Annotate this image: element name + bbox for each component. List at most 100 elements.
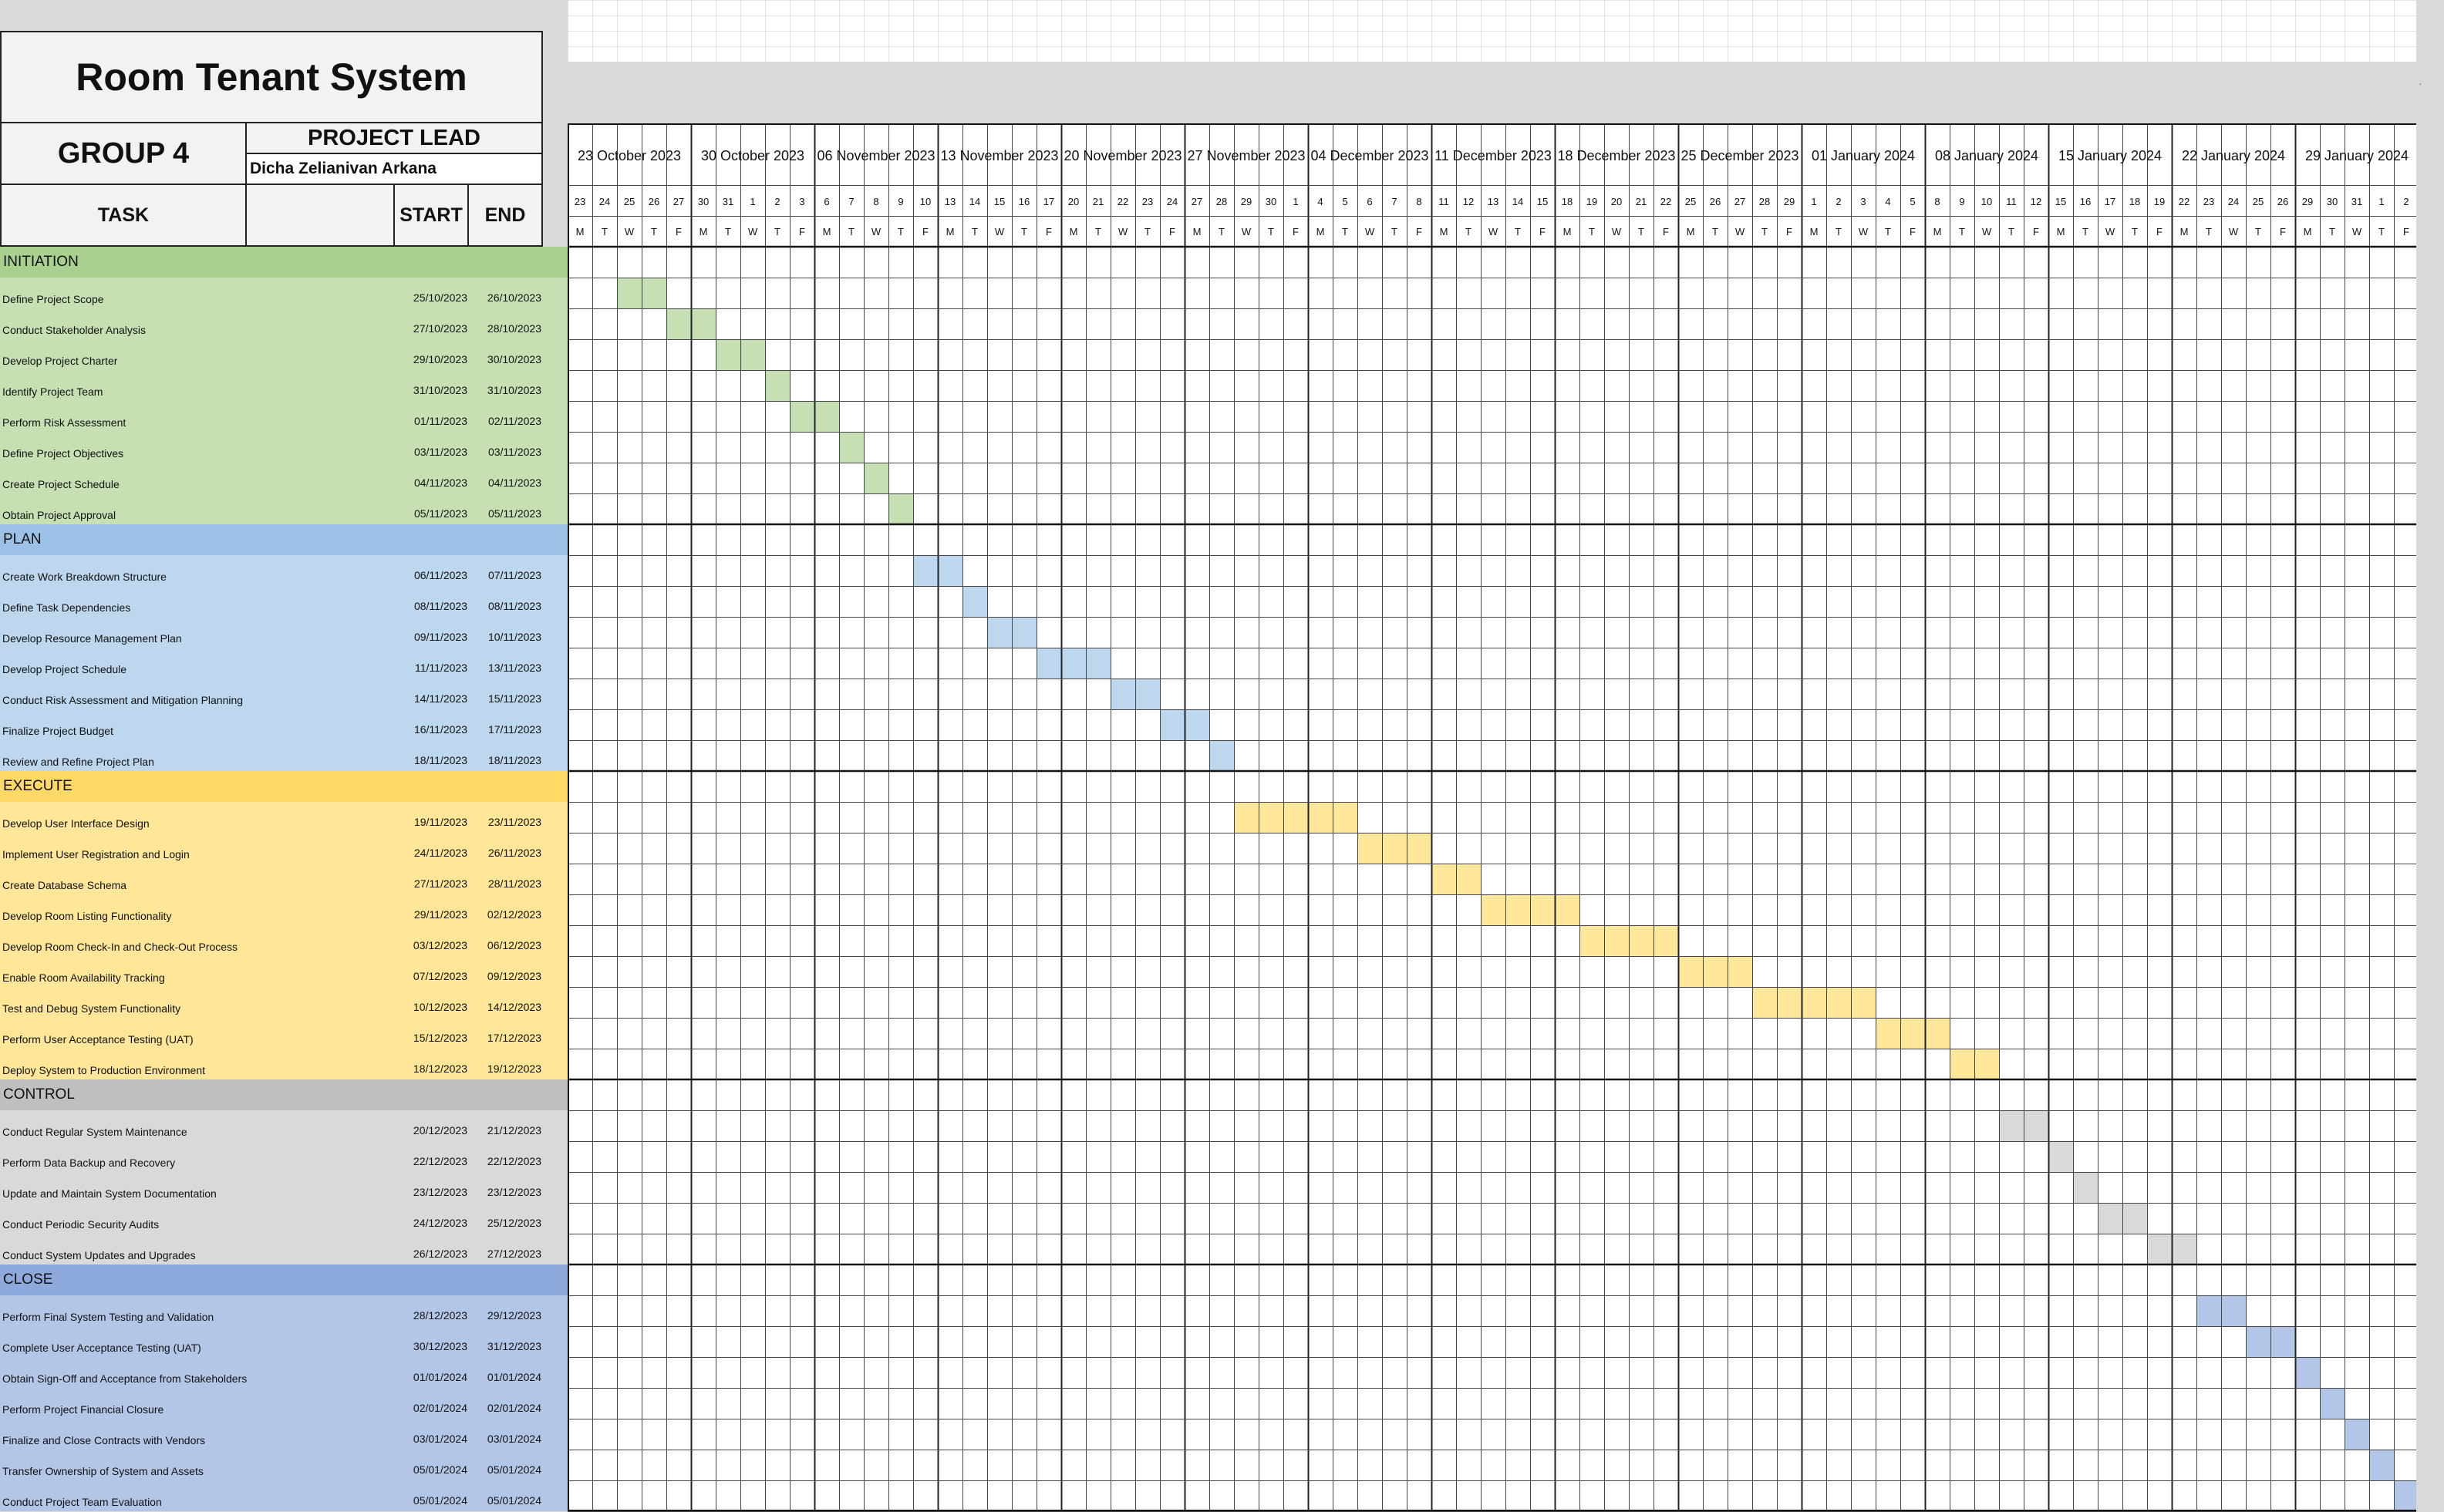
gantt-bar[interactable] — [962, 586, 987, 617]
task-start-date[interactable]: 29/11/2023 — [413, 908, 467, 921]
task-name[interactable]: Implement User Registration and Login — [2, 848, 190, 860]
task-name[interactable]: Develop Project Charter — [2, 355, 118, 367]
task-name[interactable]: Identify Project Team — [2, 386, 103, 398]
task-row[interactable]: Conduct Stakeholder Analysis 27/10/2023 28… — [0, 308, 568, 339]
task-end-date[interactable]: 28/10/2023 — [487, 322, 541, 335]
task-end-date[interactable]: 03/11/2023 — [487, 446, 541, 458]
gantt-bar[interactable] — [1037, 648, 1111, 679]
gantt-grid[interactable]: 23 October 2023 30 October 2023 06 Novembe… — [568, 123, 2416, 1512]
empty-cell-grid[interactable] — [568, 0, 2416, 62]
phase-header-control[interactable]: CONTROL — [0, 1079, 568, 1110]
task-row[interactable]: Perform Final System Testing and Validat… — [0, 1295, 568, 1326]
task-name[interactable]: Conduct Risk Assessment and Mitigation P… — [2, 694, 244, 706]
task-row[interactable]: Define Project Objectives 03/11/2023 03/11… — [0, 432, 568, 463]
task-start-date[interactable]: 27/11/2023 — [413, 877, 467, 890]
task-name[interactable]: Perform User Acceptance Testing (UAT) — [2, 1033, 194, 1046]
phase-header-close[interactable]: CLOSE — [0, 1264, 568, 1295]
task-start-date[interactable]: 28/12/2023 — [413, 1309, 467, 1322]
task-end-date[interactable]: 05/11/2023 — [487, 507, 541, 520]
task-row[interactable]: Conduct Periodic Security Audits 24/12/20… — [0, 1203, 568, 1234]
task-start-date[interactable]: 04/11/2023 — [413, 476, 467, 489]
task-name[interactable]: Conduct Regular System Maintenance — [2, 1126, 187, 1138]
task-end-date[interactable]: 05/01/2024 — [487, 1463, 541, 1476]
task-end-date[interactable]: 18/11/2023 — [487, 754, 541, 766]
task-name[interactable]: Conduct Stakeholder Analysis — [2, 324, 146, 336]
task-start-date[interactable]: 24/11/2023 — [413, 847, 467, 859]
task-name[interactable]: Deploy System to Production Environment — [2, 1064, 206, 1076]
task-end-date[interactable]: 04/11/2023 — [487, 476, 541, 489]
task-row[interactable]: Perform Project Financial Closure 02/01/2… — [0, 1388, 568, 1419]
gantt-bar[interactable] — [864, 463, 888, 493]
task-end-date[interactable]: 10/11/2023 — [487, 631, 541, 643]
task-end-date[interactable]: 09/12/2023 — [487, 970, 541, 982]
task-row[interactable]: Define Project Scope 25/10/2023 26/10/2023 — [0, 278, 568, 308]
task-start-date[interactable]: 18/11/2023 — [413, 754, 467, 766]
task-start-date[interactable]: 03/01/2024 — [413, 1433, 467, 1445]
task-end-date[interactable]: 07/11/2023 — [487, 569, 541, 581]
task-name[interactable]: Conduct Periodic Security Audits — [2, 1218, 160, 1231]
task-start-date[interactable]: 30/12/2023 — [413, 1340, 467, 1352]
task-row[interactable]: Complete User Acceptance Testing (UAT) 30… — [0, 1326, 568, 1357]
gantt-bar[interactable] — [2048, 1141, 2073, 1172]
task-name[interactable]: Develop User Interface Design — [2, 817, 150, 830]
task-name[interactable]: Update and Maintain System Documentation — [2, 1187, 217, 1200]
task-end-date[interactable]: 02/11/2023 — [487, 415, 541, 427]
gantt-bar[interactable] — [839, 432, 864, 463]
gantt-chart[interactable]: 23 October 2023 30 October 2023 06 Novembe… — [568, 123, 2416, 1512]
gantt-bar[interactable] — [2073, 1172, 2098, 1203]
task-row[interactable]: Conduct Regular System Maintenance 20/12/… — [0, 1110, 568, 1141]
task-end-date[interactable]: 23/11/2023 — [487, 816, 541, 828]
task-row[interactable]: Perform Data Backup and Recovery 22/12/20… — [0, 1141, 568, 1172]
task-row[interactable]: Conduct Project Team Evaluation 05/01/202… — [0, 1480, 568, 1511]
task-name[interactable]: Develop Room Check-In and Check-Out Proc… — [2, 941, 238, 953]
task-row[interactable]: Perform Risk Assessment 01/11/2023 02/11/2… — [0, 401, 568, 432]
task-start-date[interactable]: 26/12/2023 — [413, 1248, 467, 1260]
gantt-bar[interactable] — [2295, 1357, 2320, 1388]
task-start-date[interactable]: 09/11/2023 — [413, 631, 467, 643]
gantt-bar[interactable] — [2345, 1419, 2369, 1450]
task-name[interactable]: Obtain Project Approval — [2, 509, 116, 521]
task-start-date[interactable]: 23/12/2023 — [413, 1186, 467, 1198]
task-name[interactable]: Create Work Breakdown Structure — [2, 571, 167, 583]
task-end-date[interactable]: 01/01/2024 — [487, 1371, 541, 1383]
task-name[interactable]: Obtain Sign-Off and Acceptance from Stak… — [2, 1372, 248, 1385]
task-end-date[interactable]: 03/01/2024 — [487, 1433, 541, 1445]
task-row[interactable]: Obtain Project Approval 05/11/2023 05/11/2… — [0, 493, 568, 524]
task-row[interactable]: Develop Resource Management Plan 09/11/20… — [0, 617, 568, 648]
task-end-date[interactable]: 06/12/2023 — [487, 939, 541, 951]
gantt-bar[interactable] — [1876, 1018, 1950, 1049]
task-start-date[interactable]: 16/11/2023 — [413, 723, 467, 736]
task-name[interactable]: Review and Refine Project Plan — [2, 756, 154, 768]
task-start-date[interactable]: 10/12/2023 — [413, 1001, 467, 1013]
task-start-date[interactable]: 06/11/2023 — [413, 569, 467, 581]
task-end-date[interactable]: 31/10/2023 — [487, 384, 541, 396]
gantt-bar[interactable] — [888, 493, 913, 524]
task-name[interactable]: Define Task Dependencies — [2, 601, 131, 614]
gantt-bar[interactable] — [2369, 1450, 2394, 1480]
task-row[interactable]: Develop Room Listing Functionality 29/11/… — [0, 894, 568, 925]
task-name[interactable]: Test and Debug System Functionality — [2, 1002, 181, 1015]
task-start-date[interactable]: 20/12/2023 — [413, 1124, 467, 1137]
task-start-date[interactable]: 29/10/2023 — [413, 353, 467, 365]
task-row[interactable]: Update and Maintain System Documentation… — [0, 1172, 568, 1203]
task-name[interactable]: Develop Project Schedule — [2, 663, 127, 675]
task-start-date[interactable]: 05/01/2024 — [413, 1463, 467, 1476]
task-end-date[interactable]: 27/12/2023 — [487, 1248, 541, 1260]
task-name[interactable]: Define Project Scope — [2, 293, 104, 305]
task-row[interactable]: Enable Room Availability Tracking 07/12/2… — [0, 956, 568, 987]
task-start-date[interactable]: 03/12/2023 — [413, 939, 467, 951]
gantt-bar[interactable] — [2320, 1388, 2345, 1419]
task-row[interactable]: Create Project Schedule 04/11/2023 04/11/2… — [0, 463, 568, 493]
task-name[interactable]: Perform Project Financial Closure — [2, 1403, 164, 1416]
task-name[interactable]: Perform Data Backup and Recovery — [2, 1157, 176, 1169]
gantt-bar[interactable] — [1752, 987, 1876, 1018]
task-start-date[interactable]: 03/11/2023 — [413, 446, 467, 458]
task-row[interactable]: Deploy System to Production Environment 1… — [0, 1049, 568, 1079]
task-start-date[interactable]: 22/12/2023 — [413, 1155, 467, 1167]
task-start-date[interactable]: 07/12/2023 — [413, 970, 467, 982]
gantt-bar[interactable] — [765, 370, 790, 401]
task-name[interactable]: Conduct System Updates and Upgrades — [2, 1249, 196, 1261]
phase-header-plan[interactable]: PLAN — [0, 524, 568, 555]
task-start-date[interactable]: 24/12/2023 — [413, 1217, 467, 1229]
task-start-date[interactable]: 19/11/2023 — [413, 816, 467, 828]
